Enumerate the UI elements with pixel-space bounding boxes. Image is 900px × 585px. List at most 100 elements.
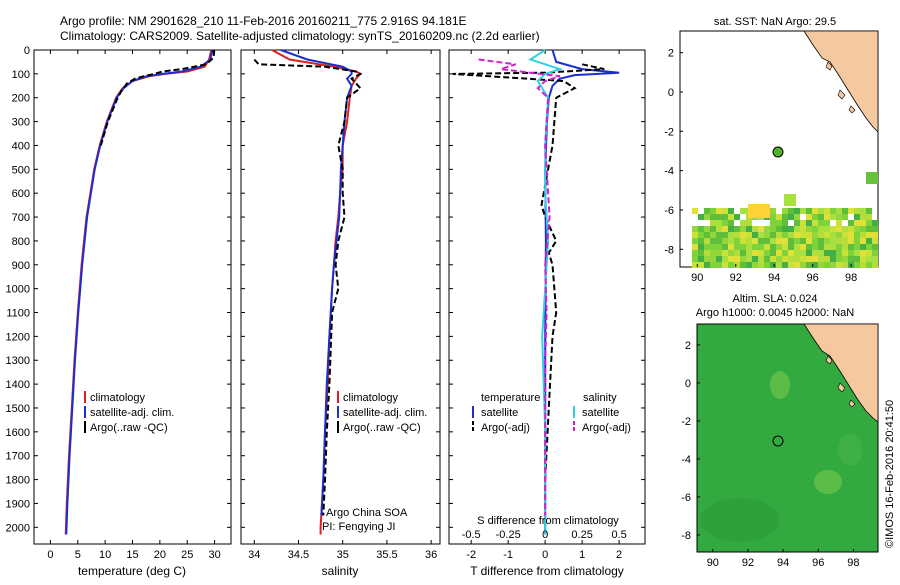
sst-cell xyxy=(770,256,776,262)
sst-cell xyxy=(748,204,770,218)
sst-cell xyxy=(752,226,758,232)
sst-cell xyxy=(866,244,872,250)
sst-cell xyxy=(812,208,818,214)
sst-cell xyxy=(722,256,728,262)
sst-cell xyxy=(800,226,806,232)
x-tick-label: 34.5 xyxy=(288,549,309,561)
sst-cell xyxy=(788,232,794,238)
s-tick-label: 0.5 xyxy=(611,529,626,541)
sst-cell xyxy=(824,226,830,232)
sst-cell xyxy=(758,262,764,268)
sst-cell xyxy=(806,214,812,220)
sst-cell xyxy=(692,244,698,250)
sst-cell xyxy=(782,214,788,220)
top-map-land xyxy=(803,30,879,133)
map-y-tick-label: 0 xyxy=(668,87,674,99)
map-x-tick-label: 96 xyxy=(807,272,819,284)
sst-cell xyxy=(722,208,728,214)
sst-cell xyxy=(716,238,722,244)
sst-cell xyxy=(692,238,698,244)
sst-cell xyxy=(818,256,824,262)
sst-cell xyxy=(716,226,722,232)
sst-cell xyxy=(716,250,722,256)
map-y-tick-label: 0 xyxy=(685,378,691,390)
bottom-map-title-2: Argo h1000: 0.0045 h2000: NaN xyxy=(696,307,854,319)
sst-cell xyxy=(842,262,848,268)
sst-cell xyxy=(830,256,836,262)
sst-cell xyxy=(872,262,878,268)
sst-cell xyxy=(740,232,746,238)
sst-cell xyxy=(824,220,830,226)
sst-cell xyxy=(836,220,842,226)
sst-cell xyxy=(728,256,734,262)
s-difference-label: S difference from climatology xyxy=(477,515,619,527)
top-map: 90 92 94 96 98 2 0 -2 -4 -6 -8 xyxy=(664,30,879,284)
difference-legend: temperature salinity satellite Argo(-adj… xyxy=(472,392,631,434)
sst-cell xyxy=(710,220,716,226)
sst-cell xyxy=(824,244,830,250)
depth-tick-label: 400 xyxy=(12,140,30,152)
sst-cell xyxy=(866,226,872,232)
sst-cell xyxy=(776,220,782,226)
sst-cell xyxy=(824,214,830,220)
depth-tick-label: 700 xyxy=(12,212,30,224)
series-line-argo xyxy=(253,58,363,516)
sst-cell xyxy=(758,250,764,256)
sst-cell xyxy=(752,256,758,262)
sst-cell xyxy=(872,220,878,226)
sst-cell xyxy=(806,208,812,214)
sst-cell xyxy=(830,250,836,256)
x-tick-label: 15 xyxy=(126,549,138,561)
legend-argo-label: Argo(..raw -QC) xyxy=(90,422,168,434)
sst-cell xyxy=(776,214,782,220)
sst-cell xyxy=(776,244,782,250)
sst-cell xyxy=(836,208,842,214)
depth-tick-label: 1200 xyxy=(6,331,30,343)
series-line-t-satellite xyxy=(544,49,620,535)
series-line-argo xyxy=(99,49,216,146)
sst-cell xyxy=(794,226,800,232)
sst-cell xyxy=(758,238,764,244)
map-y-tick-label: -8 xyxy=(681,530,691,542)
x-tick-label: 1 xyxy=(579,549,585,561)
sst-cell xyxy=(758,244,764,250)
sst-cell xyxy=(794,250,800,256)
depth-tick-label: 2000 xyxy=(6,522,30,534)
sst-cell xyxy=(818,244,824,250)
sst-cell xyxy=(794,220,800,226)
sst-cell xyxy=(728,250,734,256)
sla-feature xyxy=(814,470,842,494)
sst-cell xyxy=(854,214,860,220)
sst-cell xyxy=(812,232,818,238)
sst-cell xyxy=(740,244,746,250)
argo-location-marker-bottom xyxy=(772,435,784,447)
float-pi-annotation: PI: Fengying JI xyxy=(322,521,395,533)
sst-cell xyxy=(800,232,806,238)
bottom-map-land xyxy=(803,323,879,423)
sst-cell xyxy=(842,250,848,256)
sst-cell xyxy=(764,250,770,256)
sst-cell xyxy=(818,214,824,220)
depth-tick-label: 1800 xyxy=(6,475,30,487)
difference-xlabel: T difference from climatology xyxy=(470,564,624,578)
sst-cell xyxy=(788,208,794,214)
sst-cell xyxy=(806,220,812,226)
x-tick-label: 35.5 xyxy=(376,549,397,561)
sst-cell xyxy=(824,262,830,268)
float-owner-annotation: Argo China SOA xyxy=(326,507,408,519)
sst-cell xyxy=(704,232,710,238)
map-y-tick-label: -6 xyxy=(664,205,674,217)
sst-cell xyxy=(818,220,824,226)
sst-cell xyxy=(692,262,698,268)
sst-cell xyxy=(836,262,842,268)
sst-cell xyxy=(764,232,770,238)
sst-cell xyxy=(854,220,860,226)
legend-t-argo-label: Argo(-adj) xyxy=(481,422,530,434)
map-y-tick-label: -2 xyxy=(681,416,691,428)
x-tick-label: 35 xyxy=(337,549,349,561)
sst-cell xyxy=(818,232,824,238)
depth-tick-label: 800 xyxy=(12,236,30,248)
sst-cell xyxy=(854,226,860,232)
sst-cell xyxy=(710,256,716,262)
